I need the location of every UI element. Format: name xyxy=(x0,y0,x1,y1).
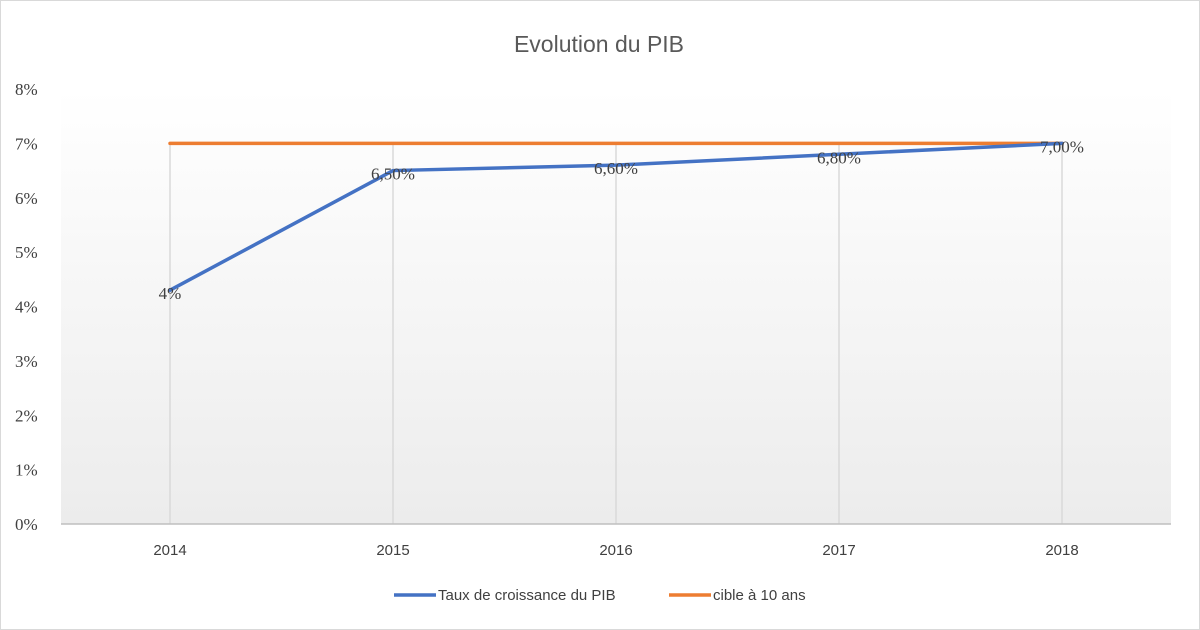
y-tick-label: 7% xyxy=(15,134,38,153)
data-label: 6,50% xyxy=(371,165,415,184)
y-tick-label: 8% xyxy=(15,80,38,99)
x-tick-label: 2015 xyxy=(376,542,409,559)
y-tick-label: 5% xyxy=(15,243,38,262)
x-tick-label: 2017 xyxy=(822,542,855,559)
y-tick-label: 0% xyxy=(15,515,38,534)
y-tick-label: 2% xyxy=(15,406,38,425)
y-tick-label: 1% xyxy=(15,461,38,480)
x-tick-label: 2016 xyxy=(599,542,632,559)
data-label: 7,00% xyxy=(1040,137,1084,156)
legend-label-growth-rate: Taux de croissance du PIB xyxy=(438,587,616,604)
chart-title: Evolution du PIB xyxy=(514,31,684,57)
data-label: 6,80% xyxy=(817,148,861,167)
y-tick-label: 6% xyxy=(15,189,38,208)
series-line-growth-rate xyxy=(168,141,1064,292)
legend-label-target: cible à 10 ans xyxy=(713,587,806,604)
y-tick-label: 4% xyxy=(15,298,38,317)
x-tick-label: 2018 xyxy=(1045,542,1078,559)
data-label: 4% xyxy=(159,284,182,303)
data-label: 6,60% xyxy=(594,159,638,178)
x-tick-label: 2014 xyxy=(153,542,186,559)
y-tick-label: 3% xyxy=(15,352,38,371)
